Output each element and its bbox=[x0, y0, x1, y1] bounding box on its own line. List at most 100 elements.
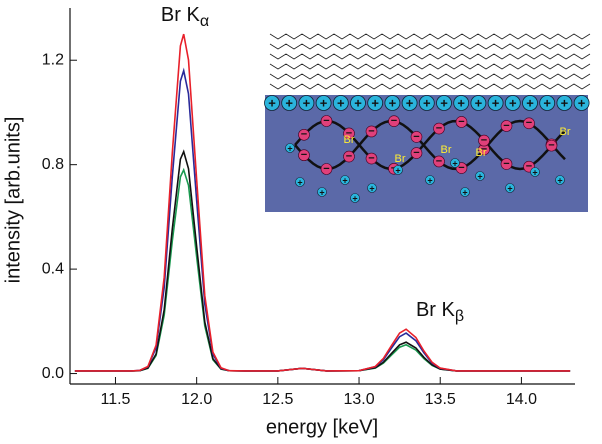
charge-sign: + bbox=[561, 95, 569, 110]
x-axis-label: energy [keV] bbox=[266, 416, 378, 438]
y-tick-label: 0.0 bbox=[42, 365, 64, 382]
zigzag-chain bbox=[269, 83, 591, 90]
dna-strand bbox=[294, 119, 566, 171]
charge-sign: + bbox=[440, 95, 448, 110]
charge-sign: + bbox=[477, 171, 482, 181]
charge-sign: − bbox=[391, 115, 397, 127]
counter-ion bbox=[460, 187, 470, 197]
counter-ion bbox=[555, 175, 565, 185]
charge-sign: − bbox=[481, 134, 487, 146]
annotation-text: Br K bbox=[161, 4, 201, 26]
charge-sign: − bbox=[413, 131, 419, 143]
phosphate bbox=[478, 134, 490, 147]
cation bbox=[573, 95, 590, 111]
cation bbox=[539, 95, 556, 111]
charge-sign: + bbox=[319, 187, 324, 197]
charge-sign: + bbox=[406, 95, 414, 110]
annotation-text: Br K bbox=[416, 299, 456, 321]
charge-sign: − bbox=[301, 129, 307, 141]
charge-sign: − bbox=[436, 122, 442, 134]
charge-sign: − bbox=[368, 125, 374, 137]
charge-sign: − bbox=[503, 120, 509, 132]
counter-ion bbox=[505, 183, 515, 193]
charge-sign: − bbox=[481, 143, 487, 155]
cation bbox=[556, 95, 573, 111]
cation bbox=[401, 95, 418, 111]
phosphate bbox=[298, 128, 310, 141]
phosphate bbox=[433, 155, 445, 168]
charge-sign: + bbox=[557, 175, 562, 185]
charge-sign: − bbox=[436, 155, 442, 167]
phosphate bbox=[320, 163, 333, 175]
cation bbox=[453, 95, 470, 111]
charge-sign: + bbox=[427, 175, 432, 185]
cation bbox=[504, 95, 521, 111]
cation bbox=[264, 95, 280, 111]
phosphate bbox=[523, 117, 535, 130]
counter-ion bbox=[393, 165, 403, 175]
counter-ion bbox=[450, 158, 460, 168]
charge-sign: − bbox=[301, 149, 307, 161]
inset-bottom bbox=[265, 95, 588, 212]
cation bbox=[332, 95, 349, 111]
charge-sign: − bbox=[346, 150, 352, 162]
phosphate bbox=[500, 158, 513, 170]
phosphate bbox=[343, 127, 355, 140]
phosphate bbox=[298, 149, 310, 162]
inset-diagram: + + + + + + + + + + + + + + + + + + +−−−−−−−−−− −−−−− −−−−− −… bbox=[264, 28, 591, 212]
cation bbox=[315, 95, 332, 111]
zigzag-chain bbox=[269, 63, 591, 70]
counter-ion bbox=[340, 175, 350, 185]
charge-sign: − bbox=[458, 116, 464, 128]
x-tick-label: 14.0 bbox=[506, 391, 537, 408]
charge-sign: − bbox=[368, 152, 374, 164]
counter-ion bbox=[317, 187, 327, 197]
charge-sign: + bbox=[389, 95, 397, 110]
charge-sign: + bbox=[507, 183, 512, 193]
charge-sign: + bbox=[337, 95, 345, 110]
charge-sign: + bbox=[369, 183, 374, 193]
x-tick-label: 12.5 bbox=[262, 391, 293, 408]
phosphate bbox=[388, 115, 400, 127]
x-tick-label: 13.0 bbox=[343, 391, 374, 408]
counter-ion bbox=[530, 167, 540, 177]
phosphate bbox=[365, 152, 378, 165]
inset-top bbox=[265, 28, 588, 95]
cation bbox=[522, 95, 538, 111]
charge-sign: + bbox=[452, 158, 457, 168]
charge-sign: + bbox=[268, 95, 276, 110]
charge-sign: + bbox=[395, 165, 400, 175]
charge-sign: − bbox=[526, 117, 532, 129]
x-tick-label: 11.5 bbox=[100, 391, 130, 408]
cation bbox=[298, 95, 315, 111]
peak-annotation: Br Kα bbox=[161, 4, 209, 30]
phosphate bbox=[410, 147, 423, 159]
charge-sign: + bbox=[578, 95, 586, 110]
phosphate bbox=[320, 115, 333, 127]
phosphate bbox=[365, 125, 378, 138]
cation bbox=[281, 95, 298, 111]
charge-sign: + bbox=[543, 95, 551, 110]
charge-sign: + bbox=[287, 143, 292, 153]
charge-sign: − bbox=[323, 115, 329, 127]
phosphate bbox=[433, 122, 445, 135]
bromine-label: Br bbox=[441, 144, 452, 156]
phosphate bbox=[500, 120, 513, 132]
counter-ion bbox=[425, 175, 435, 185]
charge-sign: + bbox=[371, 95, 379, 110]
cation bbox=[418, 95, 435, 111]
counter-ion bbox=[475, 171, 485, 181]
annotation-subscript: β bbox=[455, 308, 464, 325]
counter-ion bbox=[295, 177, 305, 187]
bromine-label: Br bbox=[395, 153, 406, 165]
charge-sign: + bbox=[297, 177, 302, 187]
zigzag-chain bbox=[269, 33, 591, 40]
charge-sign: − bbox=[413, 147, 419, 159]
charge-sign: + bbox=[475, 95, 483, 110]
phosphate bbox=[545, 139, 558, 152]
y-axis-label: intensity [arb.units] bbox=[2, 117, 24, 284]
charge-sign: + bbox=[354, 95, 362, 110]
peak-annotation: Br Kβ bbox=[416, 299, 464, 325]
cation bbox=[350, 95, 366, 111]
cation bbox=[367, 95, 384, 111]
